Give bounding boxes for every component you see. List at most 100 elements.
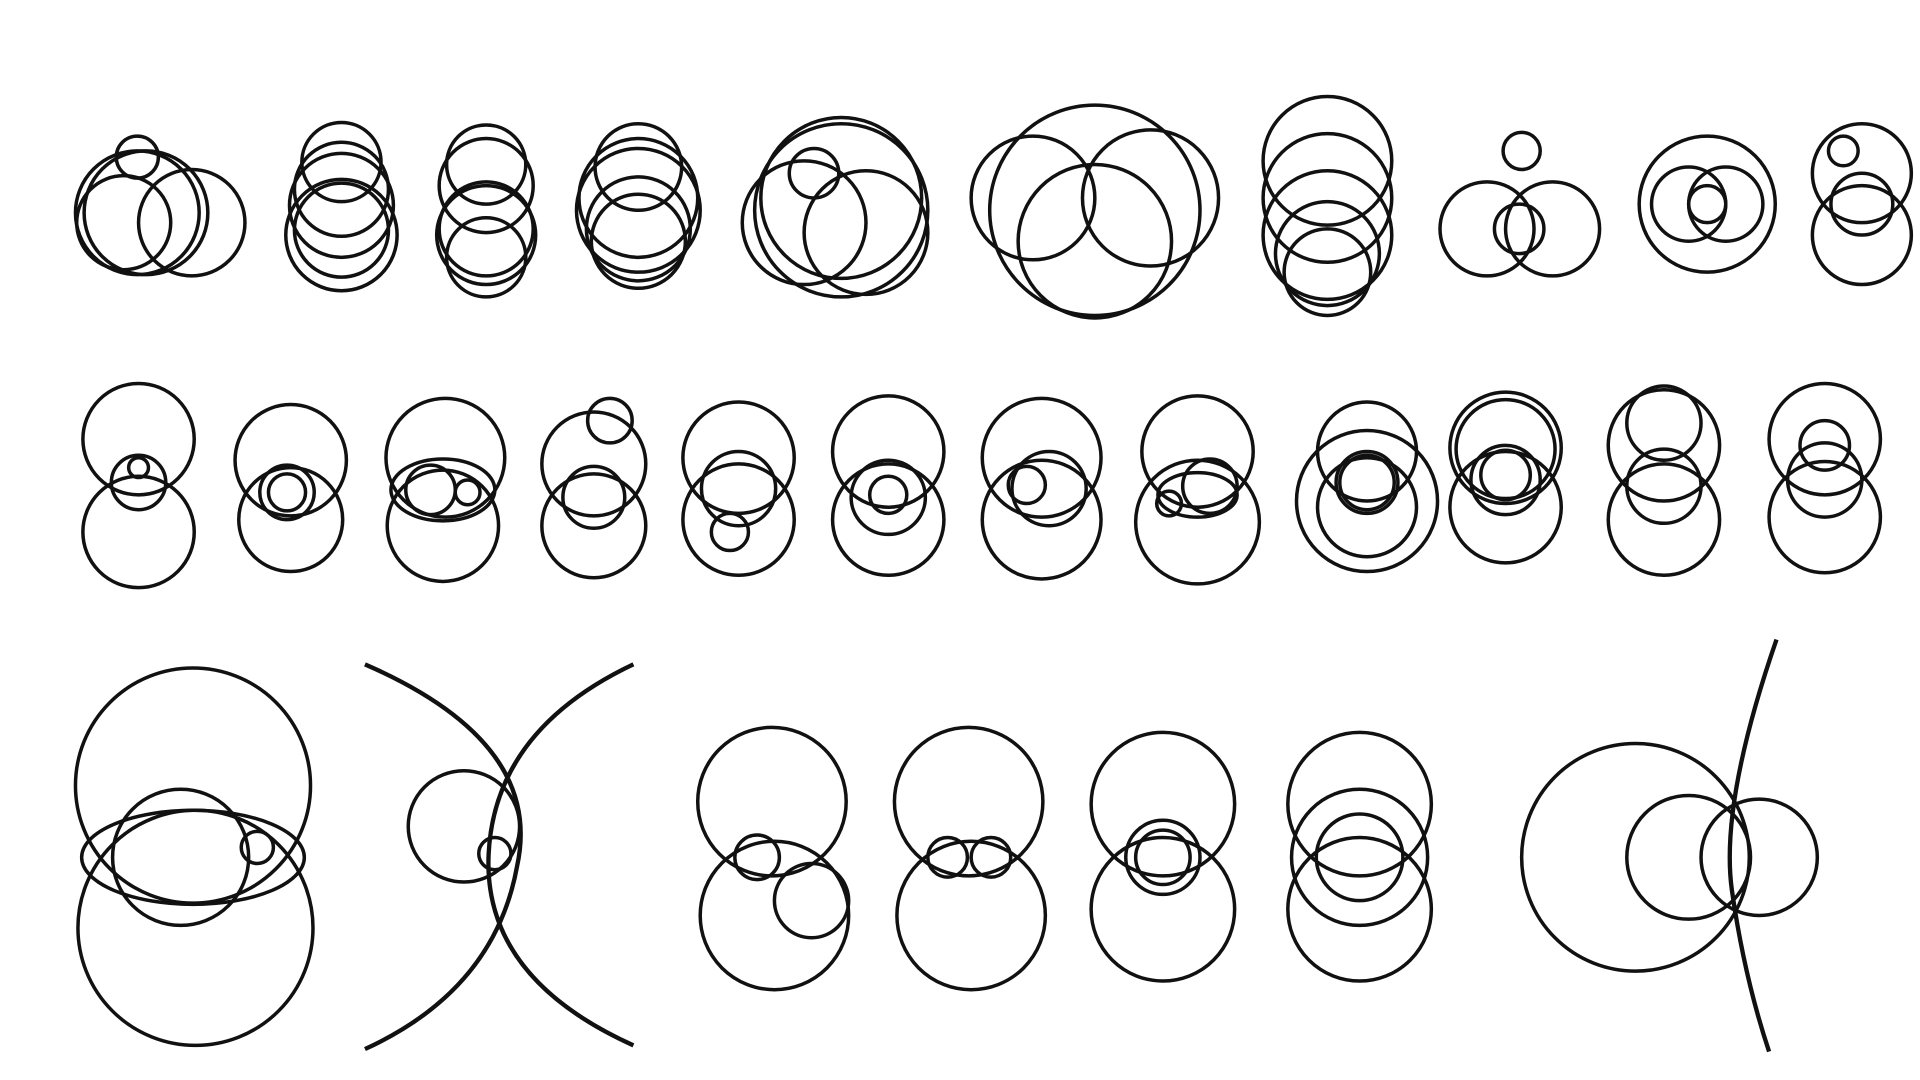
circle-shape bbox=[1625, 793, 1753, 921]
circle-shape bbox=[79, 808, 307, 907]
circle-shape bbox=[1286, 730, 1434, 878]
circle-cluster bbox=[1637, 134, 1778, 274]
circle-shape bbox=[1180, 457, 1239, 516]
circle-shape bbox=[258, 463, 316, 522]
circle-shape bbox=[1699, 797, 1820, 918]
circle-shape bbox=[1479, 448, 1533, 502]
circle-shape bbox=[292, 181, 391, 279]
circle-shape bbox=[733, 833, 782, 882]
circle-shape bbox=[561, 464, 627, 530]
circle-shape bbox=[1519, 741, 1752, 973]
circle-shape bbox=[74, 173, 173, 272]
circle-shape bbox=[759, 115, 924, 281]
circle-shape bbox=[787, 146, 841, 200]
circle-shape bbox=[585, 396, 634, 445]
circle-shape bbox=[1006, 464, 1048, 506]
circle-shape bbox=[1261, 168, 1394, 302]
circle-shape bbox=[1448, 449, 1563, 565]
circle-shape bbox=[926, 835, 970, 879]
circle-shape bbox=[895, 839, 1048, 992]
circle-shape bbox=[1289, 787, 1430, 928]
circle-shape bbox=[1089, 835, 1237, 983]
circle-shape bbox=[698, 839, 851, 992]
circle-shape bbox=[73, 149, 201, 277]
circle-shape bbox=[287, 151, 396, 260]
circle-shape bbox=[1286, 835, 1434, 983]
circle-cluster bbox=[1448, 390, 1563, 565]
circle-shape bbox=[1501, 130, 1542, 172]
circle-shape bbox=[1314, 812, 1405, 903]
circle-shape bbox=[1438, 180, 1536, 278]
circle-shape bbox=[1334, 449, 1400, 516]
circle-shape bbox=[266, 472, 308, 513]
circle-cluster bbox=[892, 725, 1048, 992]
large-arc-group bbox=[364, 638, 1779, 1053]
circle-cluster bbox=[1294, 400, 1440, 574]
circle-cluster bbox=[969, 103, 1221, 320]
circle-shape bbox=[540, 472, 648, 580]
circle-cluster bbox=[1606, 384, 1722, 578]
circle-shape bbox=[584, 175, 693, 283]
circle-shape bbox=[574, 146, 702, 274]
circle-cluster bbox=[1133, 394, 1262, 586]
circle-shape bbox=[284, 177, 399, 293]
circle-cluster bbox=[740, 115, 930, 299]
circle-shape bbox=[1767, 381, 1883, 497]
circle-cluster bbox=[1089, 730, 1237, 983]
circle-shape bbox=[830, 462, 946, 578]
circle-shape bbox=[233, 402, 349, 518]
arc-shape bbox=[486, 662, 635, 1048]
circle-shape bbox=[1829, 171, 1895, 237]
circle-shape bbox=[1625, 384, 1703, 462]
circle-shape bbox=[593, 121, 684, 213]
circle-shape bbox=[1492, 202, 1546, 256]
circle-shape bbox=[1016, 162, 1174, 320]
circle-shape bbox=[1606, 462, 1722, 578]
circle-shape bbox=[1140, 394, 1255, 509]
circle-shape bbox=[1469, 443, 1542, 517]
circle-shape bbox=[1133, 458, 1262, 586]
circle-cluster bbox=[830, 394, 946, 578]
circle-shape bbox=[384, 396, 507, 519]
circle-shape bbox=[1810, 183, 1914, 287]
circle-shape bbox=[830, 394, 946, 509]
circle-shape bbox=[969, 835, 1013, 879]
circle-shape bbox=[980, 458, 1103, 581]
circle-shape bbox=[444, 123, 528, 206]
circle-shape bbox=[1124, 818, 1202, 897]
circle-shape bbox=[1767, 459, 1883, 575]
circle-shape bbox=[1503, 180, 1602, 278]
circle-cluster bbox=[1261, 94, 1394, 318]
circle-shape bbox=[589, 192, 688, 290]
circle-shape bbox=[709, 511, 751, 553]
circle-shape bbox=[73, 666, 313, 905]
circle-shape bbox=[1810, 121, 1914, 225]
circle-shape bbox=[1625, 447, 1703, 526]
circle-shape bbox=[1261, 131, 1394, 265]
circle-shape bbox=[1089, 730, 1237, 878]
circle-shape bbox=[1261, 94, 1394, 227]
circle-shape bbox=[1010, 449, 1088, 528]
circle-shape bbox=[389, 457, 497, 523]
circle-cluster bbox=[1810, 121, 1914, 287]
circle-shape bbox=[1637, 134, 1778, 274]
circle-cluster bbox=[574, 121, 702, 290]
circle-shape bbox=[434, 183, 538, 287]
circle-cluster bbox=[384, 396, 507, 584]
circle-cluster bbox=[1438, 130, 1602, 278]
circle-shape bbox=[540, 410, 648, 518]
circle-shape bbox=[81, 381, 196, 497]
arc-shape bbox=[1727, 638, 1779, 1053]
circle-shape bbox=[1315, 455, 1419, 559]
circle-shape bbox=[1282, 227, 1373, 318]
circle-shape bbox=[1338, 453, 1396, 512]
circle-shape bbox=[126, 455, 151, 480]
circle-cluster bbox=[73, 666, 315, 1048]
circle-shape bbox=[849, 458, 928, 537]
circle-cluster bbox=[1519, 741, 1820, 973]
circle-shape bbox=[1686, 183, 1728, 225]
circle-shape bbox=[1826, 134, 1860, 168]
circle-shape bbox=[237, 465, 345, 574]
circle-shape bbox=[477, 835, 513, 872]
